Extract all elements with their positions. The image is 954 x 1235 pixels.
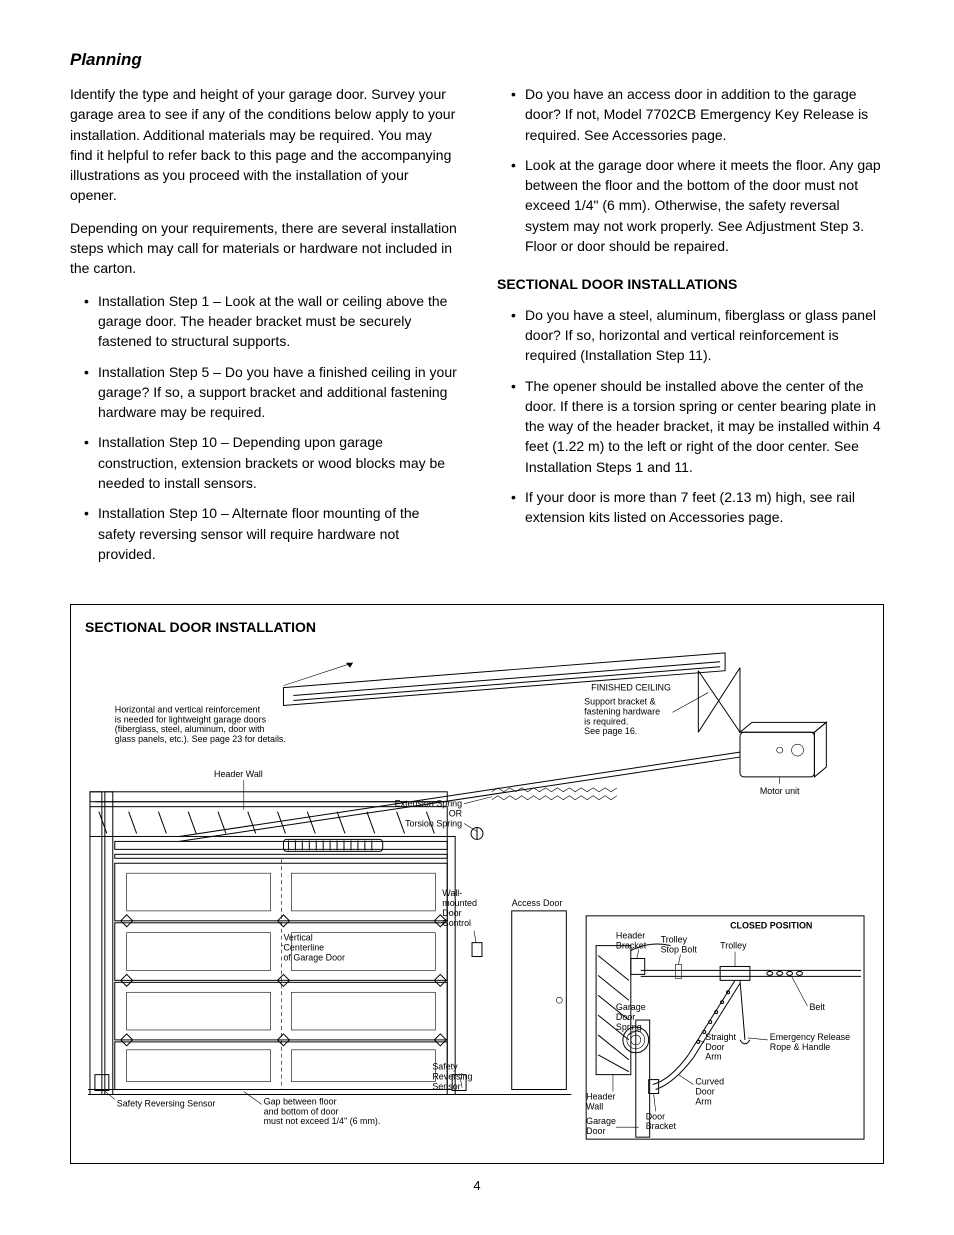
left-column: Identify the type and height of your gar… [70, 84, 457, 574]
label-straight-arm: Straight Door Arm [705, 1032, 738, 1062]
content-columns: Identify the type and height of your gar… [70, 84, 884, 574]
list-item: Look at the garage door where it meets t… [511, 155, 884, 256]
right-column: Do you have an access door in addition t… [497, 84, 884, 574]
sectional-door-diagram: FINISHED CEILING Support bracket & faste… [85, 641, 869, 1151]
left-bullet-list: Installation Step 1 – Look at the wall o… [70, 291, 457, 565]
label-wall-mounted-control: Wall- mounted Door Control [442, 888, 479, 928]
list-item: Installation Step 10 – Alternate floor m… [84, 503, 457, 564]
label-or: OR [449, 809, 463, 819]
label-srs-right: Safety Reversing Sensor [432, 1062, 475, 1092]
list-item: Installation Step 10 – Depending upon ga… [84, 432, 457, 493]
label-header-bracket: Header Bracket [616, 931, 648, 951]
label-door-bracket: Door Bracket [646, 1112, 677, 1132]
list-item: Do you have a steel, aluminum, fiberglas… [511, 305, 884, 366]
diagram-title: SECTIONAL DOOR INSTALLATION [85, 619, 869, 635]
list-item: Do you have an access door in addition t… [511, 84, 884, 145]
label-garage-door: Garage Door [586, 1116, 618, 1136]
intro-para-2: Depending on your requirements, there ar… [70, 218, 457, 279]
label-curved-arm: Curved Door Arm [695, 1077, 726, 1107]
right-bullet-list-2: Do you have a steel, aluminum, fiberglas… [497, 305, 884, 528]
label-header-wall-2: Header Wall [586, 1092, 618, 1112]
list-item: The opener should be installed above the… [511, 376, 884, 477]
label-trolley-stop: Trolley Stop Bolt [661, 935, 698, 955]
label-emergency-release: Emergency Release Rope & Handle [770, 1032, 853, 1052]
label-header-wall: Header Wall [214, 769, 263, 779]
label-torsion-spring: Torsion Spring [405, 819, 462, 829]
intro-para-1: Identify the type and height of your gar… [70, 84, 457, 206]
page-title: Planning [70, 50, 884, 70]
list-item: Installation Step 1 – Look at the wall o… [84, 291, 457, 352]
label-motor-unit: Motor unit [760, 786, 800, 796]
sectional-subhead: SECTIONAL DOOR INSTALLATIONS [497, 274, 884, 294]
label-closed-position: CLOSED POSITION [730, 921, 812, 931]
list-item: Installation Step 5 – Do you have a fini… [84, 362, 457, 423]
list-item: If your door is more than 7 feet (2.13 m… [511, 487, 884, 528]
label-reinforcement: Horizontal and vertical reinforcement is… [115, 705, 286, 745]
label-extension-spring: Extension Spring [395, 799, 462, 809]
right-bullet-list-1: Do you have an access door in addition t… [497, 84, 884, 256]
label-belt: Belt [809, 1002, 825, 1012]
label-vertical-centerline: Vertical Centerline of Garage Door [283, 933, 345, 963]
page-number: 4 [70, 1178, 884, 1193]
diagram-container: SECTIONAL DOOR INSTALLATION FINISHED CEI… [70, 604, 884, 1164]
label-finished-ceiling: FINISHED CEILING [591, 683, 671, 693]
motor-unit-icon [740, 723, 826, 778]
label-srs-left: Safety Reversing Sensor [117, 1099, 216, 1109]
label-gd-spring: Garage Door Spring [616, 1002, 648, 1032]
label-access-door: Access Door [512, 898, 563, 908]
label-trolley: Trolley [720, 941, 747, 951]
label-gap: Gap between floor and bottom of door mus… [264, 1097, 381, 1127]
label-support-bracket: Support bracket & fastening hardware is … [584, 697, 662, 737]
